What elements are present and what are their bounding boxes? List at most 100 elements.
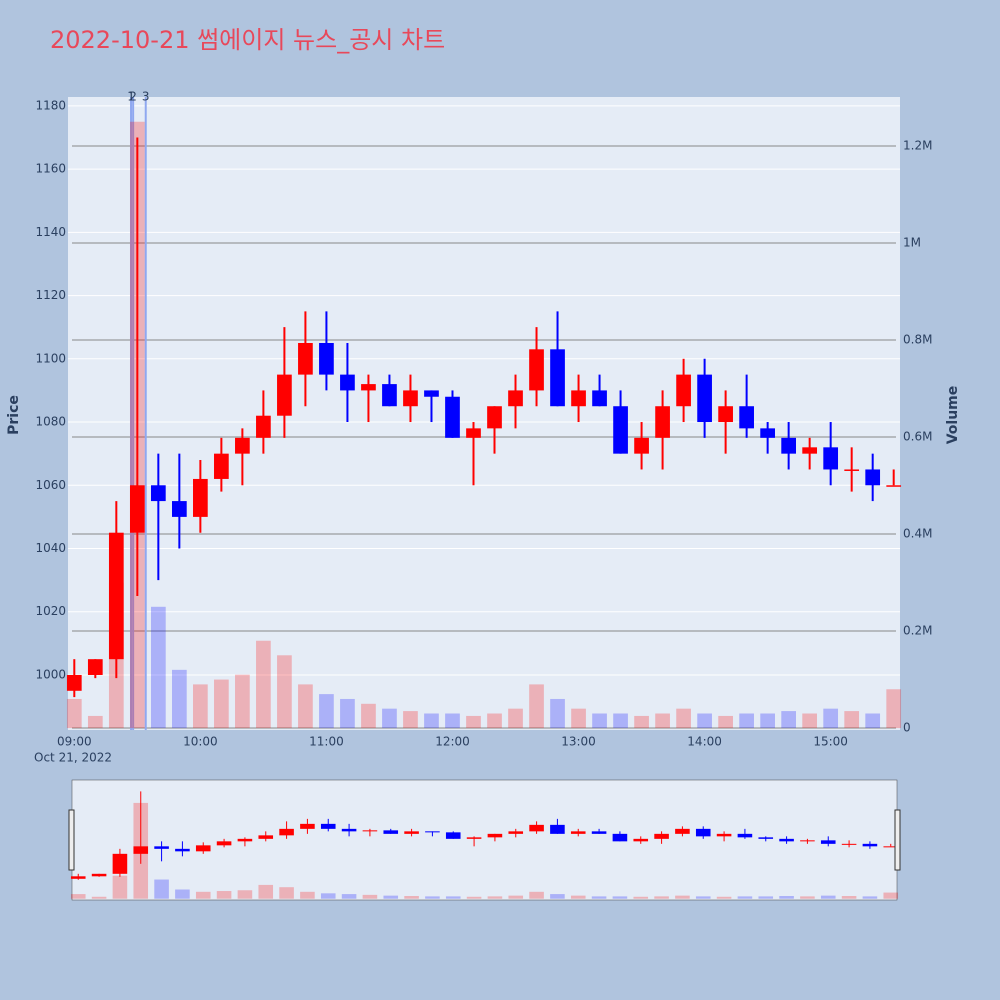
volume-bar [571, 708, 586, 729]
slider-volume [466, 896, 482, 899]
slider-body [820, 840, 836, 844]
slider-body [529, 824, 544, 832]
volume-bar [844, 711, 860, 729]
y2-tick-label: 1.2M [903, 138, 932, 152]
slider-volume [112, 875, 128, 899]
candle-body [108, 532, 124, 660]
y-axis-title: Price [6, 395, 22, 435]
slider-handle[interactable] [68, 809, 75, 871]
candle-body [550, 349, 565, 407]
slider-volume [716, 896, 732, 899]
candle-body [172, 501, 187, 517]
volume-bar [235, 674, 250, 729]
candle-body [361, 384, 376, 391]
candle-body [634, 437, 649, 454]
volume-bar [193, 684, 208, 729]
y-tick-label: 1180 [35, 98, 66, 112]
candle-body [129, 485, 145, 533]
candle-body [844, 469, 860, 471]
annotation: 1 [127, 90, 135, 104]
slider-volume [195, 891, 211, 899]
volume-bar [508, 708, 523, 729]
x-tick-label: 12:00 [435, 735, 470, 749]
slider-volume [216, 891, 232, 899]
slider-volume [570, 895, 586, 899]
volume-bar [550, 698, 565, 729]
slider-body [633, 838, 649, 842]
slider-body [487, 833, 503, 838]
volume-bar [865, 713, 881, 729]
y2-tick-label: 0 [903, 721, 911, 735]
candle-body [697, 374, 712, 423]
volume-bar [802, 713, 818, 729]
candle-body [760, 428, 775, 438]
slider-body [550, 824, 565, 834]
slider-body [383, 830, 399, 834]
candle-body [403, 390, 418, 407]
slider-body [279, 828, 294, 836]
volume-bar [214, 679, 229, 729]
slider-body [695, 828, 711, 837]
slider-body [758, 837, 774, 839]
slider-body [91, 873, 107, 877]
candle-body [256, 415, 271, 438]
candle-body [445, 396, 460, 438]
candle-body [676, 374, 691, 407]
x-tick-label: 09:00 [57, 735, 92, 749]
y-tick-label: 1140 [35, 225, 66, 239]
slider-body [716, 833, 732, 837]
candle-body [655, 406, 670, 438]
slider-body [112, 853, 128, 874]
slider-body [883, 846, 899, 848]
slider-body [654, 833, 669, 839]
slider-volume [800, 896, 815, 899]
y2-tick-label: 0.8M [903, 333, 932, 347]
candle-body [529, 349, 544, 391]
volume-bar [424, 713, 439, 729]
volume-bar [340, 698, 355, 729]
slider-volume [529, 891, 544, 899]
range-slider[interactable] [71, 779, 898, 901]
slider-body [300, 823, 315, 829]
slider-volume [508, 895, 524, 899]
slider-volume [300, 891, 315, 899]
date-label: Oct 21, 2022 [34, 751, 112, 765]
candle-body [150, 485, 166, 502]
slider-body [737, 833, 753, 838]
volume-bar [634, 715, 649, 729]
annotation: 2 [129, 90, 137, 104]
candle-body [613, 406, 628, 454]
candle-body [802, 447, 818, 454]
y-tick-label: 1080 [35, 415, 66, 429]
slider-body [841, 843, 857, 845]
volume-bar [697, 713, 712, 729]
slider-volume [779, 896, 794, 899]
candle-body [235, 437, 250, 454]
candle-body [382, 384, 397, 407]
plot-area [68, 97, 900, 730]
slider-volume [612, 896, 628, 899]
candle-body [865, 469, 881, 486]
y2-tick-label: 1M [903, 236, 921, 250]
x-tick-label: 13:00 [561, 735, 596, 749]
slider-body [133, 846, 149, 854]
slider-body [425, 831, 440, 833]
slider-volume [237, 890, 253, 899]
slider-volume [862, 896, 878, 899]
slider-handle[interactable] [894, 809, 901, 871]
candle-body [424, 390, 439, 397]
candle-body [886, 485, 902, 487]
candle-body [277, 374, 292, 416]
volume-bar [676, 708, 691, 729]
slider-volume [320, 893, 336, 899]
slider-volume [758, 896, 774, 899]
slider-volume [175, 889, 190, 899]
slider-body [800, 840, 815, 842]
volume-bar [613, 713, 628, 729]
slider-volume [487, 896, 503, 899]
y-tick-label: 1060 [35, 478, 66, 492]
candle-body [66, 674, 82, 691]
slider-volume [362, 894, 378, 899]
slider-volume [258, 884, 274, 899]
